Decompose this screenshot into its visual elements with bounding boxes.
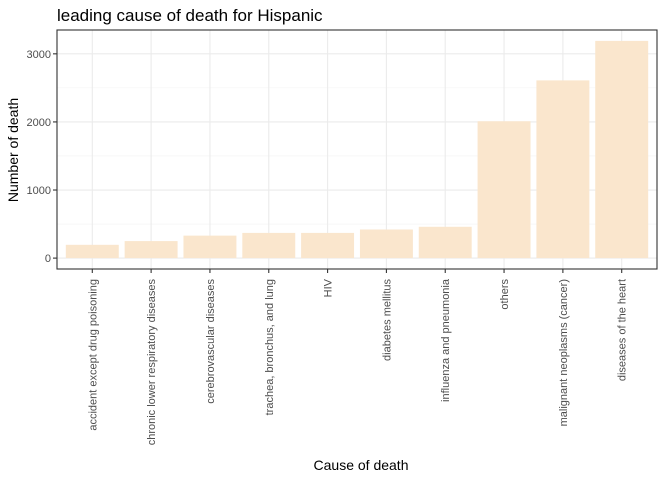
- y-axis: 0 1000 2000 3000: [27, 49, 57, 265]
- chart-title: leading cause of death for Hispanic: [57, 6, 323, 25]
- x-tick-label: influenza and pneumonia: [440, 278, 452, 402]
- bar: [301, 232, 355, 259]
- bar: [477, 121, 531, 259]
- bar: [595, 40, 649, 259]
- x-tick-label: chronic lower respiratory diseases: [146, 279, 158, 446]
- x-axis-title: Cause of death: [314, 457, 409, 473]
- bar: [536, 80, 590, 259]
- y-tick-label: 1000: [27, 185, 51, 197]
- bar: [418, 226, 472, 259]
- bar: [242, 232, 296, 259]
- bar: [65, 244, 119, 259]
- x-tick-label: diseases of the heart: [617, 279, 629, 381]
- y-tick-label: 2000: [27, 117, 51, 129]
- x-tick-label: diabetes mellitus: [381, 279, 393, 361]
- x-tick-label: accident except drug poisoning: [87, 279, 99, 431]
- x-tick-label: others: [499, 279, 511, 310]
- bar: [359, 229, 413, 259]
- x-tick-label: trachea, bronchus, and lung: [264, 279, 276, 415]
- y-tick-label: 0: [45, 253, 51, 265]
- bars: [65, 40, 649, 259]
- x-tick-label: malignant neoplasms (cancer): [558, 279, 570, 426]
- y-tick-label: 3000: [27, 49, 51, 61]
- bar: [124, 241, 178, 259]
- x-axis: accident except drug poisoning chronic lo…: [87, 269, 629, 446]
- y-axis-title: Number of death: [5, 98, 21, 202]
- bar: [183, 235, 237, 259]
- x-tick-label: cerebrovascular diseases: [205, 279, 217, 404]
- x-tick-label: HIV: [323, 278, 335, 297]
- plot-panel-border: [56, 29, 658, 270]
